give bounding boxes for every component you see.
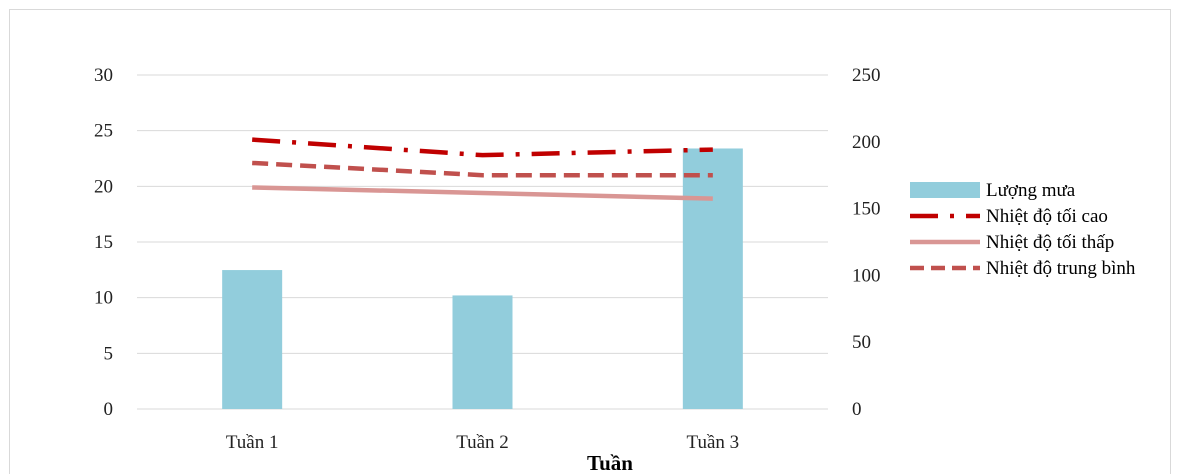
x-tick-label: Tuần 2 <box>456 432 509 453</box>
bar <box>682 148 743 410</box>
legend: Lượng mưa Nhiệt độ tối cao Nhiệt độ tối th… <box>910 180 1136 279</box>
legend-label: Nhiệt độ tối cao <box>986 206 1108 227</box>
right-tick-label: 0 <box>852 399 862 420</box>
series-line <box>252 137 713 158</box>
legend-label: Nhiệt độ trung bình <box>986 258 1136 279</box>
right-axis-ticks: 0 50 100 150 200 250 <box>852 65 881 420</box>
legend-label: Nhiệt độ tối thấp <box>986 232 1114 253</box>
bar <box>452 295 513 409</box>
right-tick-label: 100 <box>852 265 881 286</box>
left-tick-label: 20 <box>94 176 113 197</box>
bar-series-luong-mua <box>222 148 743 410</box>
series-line <box>252 185 713 201</box>
right-tick-label: 50 <box>852 332 871 353</box>
left-tick-label: 25 <box>94 121 113 142</box>
left-tick-label: 0 <box>104 399 114 420</box>
left-tick-label: 5 <box>104 343 114 364</box>
left-axis-ticks: 0 5 10 15 20 25 30 <box>94 65 113 420</box>
x-tick-label: Tuần 1 <box>226 432 279 453</box>
chart-container: 0 5 10 15 20 25 30 0 50 100 150 200 250 Tuần 1 Tuần … <box>9 9 1171 475</box>
line-series <box>252 137 713 201</box>
x-tick-label: Tuần 3 <box>687 432 740 453</box>
left-tick-label: 30 <box>94 65 113 86</box>
bar <box>222 270 283 409</box>
legend-label: Lượng mưa <box>986 180 1076 201</box>
left-tick-label: 15 <box>94 232 113 253</box>
right-tick-label: 250 <box>852 65 881 86</box>
series-line <box>252 160 713 178</box>
left-tick-label: 10 <box>94 288 113 309</box>
legend-swatch <box>910 182 980 198</box>
x-axis-title: Tuần <box>587 451 633 475</box>
right-tick-label: 150 <box>852 199 881 220</box>
right-tick-label: 200 <box>852 132 881 153</box>
x-axis-ticks: Tuần 1 Tuần 2 Tuần 3 <box>226 432 739 453</box>
